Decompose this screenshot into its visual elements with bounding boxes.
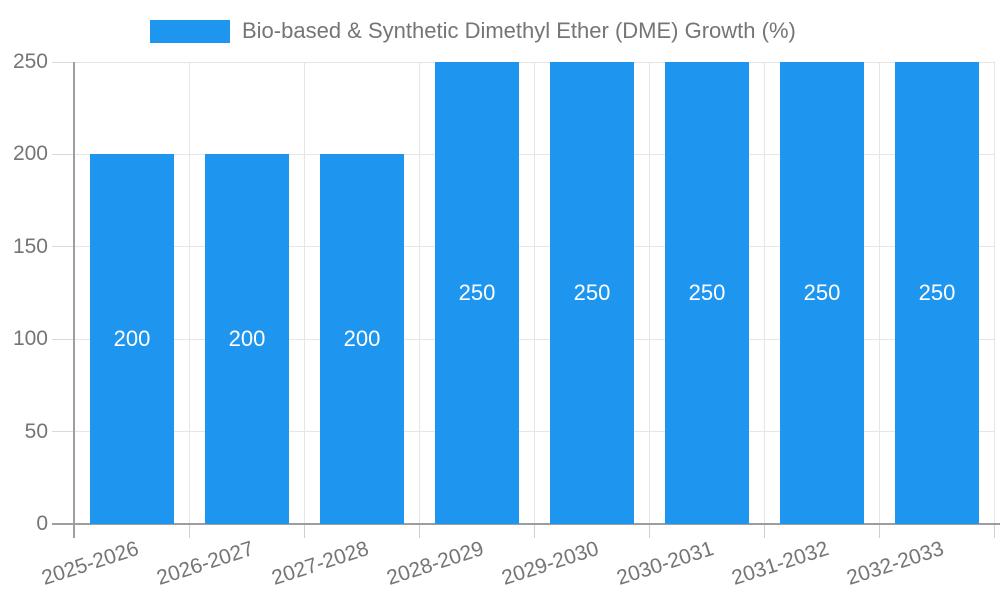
legend-label: Bio-based & Synthetic Dimethyl Ether (DM… <box>242 18 796 43</box>
y-tick-label: 150 <box>12 234 48 258</box>
x-tick-label: 2028-2029 <box>383 537 487 590</box>
gridline-vertical <box>878 62 880 524</box>
bar-value-label: 250 <box>918 280 956 305</box>
bar[interactable]: 250 <box>895 62 979 524</box>
bar[interactable]: 200 <box>205 154 289 524</box>
gridline-vertical <box>418 62 420 524</box>
gridline-vertical <box>188 62 190 524</box>
gridline-vertical <box>763 62 765 524</box>
gridline-vertical <box>993 62 995 524</box>
y-tick-label: 200 <box>12 142 48 166</box>
bar-value-label: 200 <box>343 326 381 352</box>
x-tick-mark <box>533 524 535 538</box>
y-tick-label: 50 <box>24 419 48 443</box>
y-tick-mark <box>52 338 74 340</box>
x-tick-mark <box>993 524 995 538</box>
legend-item[interactable]: Bio-based & Synthetic Dimethyl Ether (DM… <box>150 18 796 44</box>
y-tick-mark <box>52 61 74 63</box>
x-tick-label: 2029-2030 <box>498 537 602 590</box>
legend-swatch <box>150 19 230 43</box>
x-tick-label: 2027-2028 <box>268 537 372 590</box>
bar[interactable]: 250 <box>665 62 749 524</box>
x-tick-mark <box>648 524 650 538</box>
bar[interactable]: 250 <box>550 62 634 524</box>
x-tick-mark <box>303 524 305 538</box>
bar[interactable]: 200 <box>90 154 174 524</box>
gridline-vertical <box>303 62 305 524</box>
x-tick-mark <box>878 524 880 538</box>
x-tick-label: 2032-2033 <box>843 537 947 590</box>
y-tick-mark <box>52 153 74 155</box>
y-tick-label: 100 <box>12 327 48 351</box>
x-tick-mark <box>188 524 190 538</box>
bar-value-label: 250 <box>458 280 496 305</box>
bar-value-label: 250 <box>573 280 611 305</box>
y-tick-mark <box>52 431 74 433</box>
x-tick-label: 2030-2031 <box>613 537 717 590</box>
bar-value-label: 200 <box>113 326 151 352</box>
y-tick-label: 250 <box>12 50 48 73</box>
x-axis-line <box>52 523 1000 525</box>
bar-value-label: 250 <box>803 280 841 305</box>
x-tick-mark <box>763 524 765 538</box>
bar[interactable]: 200 <box>320 154 404 524</box>
y-tick-label: 0 <box>36 512 48 535</box>
x-tick-label: 2025-2026 <box>38 537 142 590</box>
bar-value-label: 250 <box>688 280 726 305</box>
x-tick-label: 2031-2032 <box>728 537 832 590</box>
bar[interactable]: 250 <box>435 62 519 524</box>
x-tick-label: 2026-2027 <box>153 537 257 590</box>
y-tick-mark <box>52 246 74 248</box>
bar-value-label: 200 <box>228 326 266 352</box>
bar[interactable]: 250 <box>780 62 864 524</box>
gridline-vertical <box>533 62 535 524</box>
y-axis-line <box>73 62 75 538</box>
gridline-vertical <box>648 62 650 524</box>
x-tick-mark <box>418 524 420 538</box>
